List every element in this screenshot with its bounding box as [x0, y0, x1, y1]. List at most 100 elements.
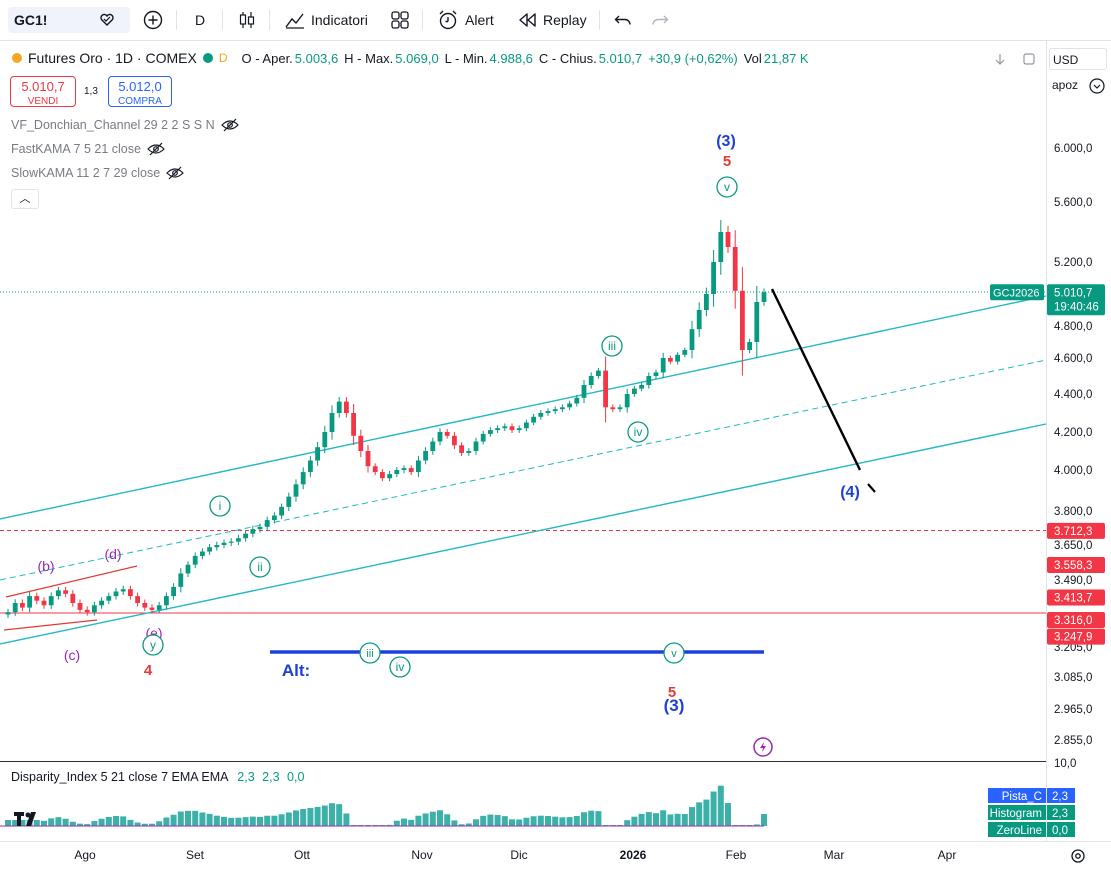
- add-symbol-button[interactable]: [142, 6, 164, 34]
- undo-button[interactable]: [613, 6, 633, 34]
- candle-body: [524, 422, 529, 429]
- low-value: 4.988,6: [489, 50, 533, 66]
- currency-select[interactable]: USD: [1049, 48, 1107, 70]
- wave-label: (3): [664, 696, 685, 715]
- candle-body: [646, 376, 652, 385]
- candle-body: [12, 602, 18, 613]
- histogram-bar: [509, 819, 515, 826]
- candle-body: [113, 591, 119, 597]
- candle-body: [380, 472, 385, 479]
- histogram-bar: [293, 810, 299, 826]
- wave-circle: [716, 176, 738, 198]
- time-tick-label: 2026: [620, 848, 647, 862]
- symbol-search[interactable]: GC1!: [8, 7, 130, 33]
- undo-icon: [614, 15, 631, 25]
- alert-label: Alert: [465, 12, 494, 28]
- candles-icon: [239, 12, 255, 28]
- histogram-bar: [653, 813, 659, 826]
- eye-crossed-icon[interactable]: [220, 118, 239, 132]
- subpane-title[interactable]: Disparity_Index 5 21 close 7 EMA EMA: [11, 770, 228, 784]
- wave-label: (d): [104, 546, 121, 562]
- candle-body: [610, 407, 616, 410]
- wave-label: ii: [257, 560, 262, 574]
- histogram-bar: [581, 812, 587, 826]
- histogram-bar: [185, 810, 191, 826]
- candle-body: [185, 564, 191, 574]
- candle-body: [63, 590, 68, 594]
- channel-middle: [0, 359, 1047, 581]
- histogram-bar: [271, 815, 278, 826]
- candle-body: [761, 292, 767, 302]
- candle-body: [617, 407, 623, 410]
- indicators-button[interactable]: Indicatori: [284, 6, 368, 34]
- wave-label: iv: [634, 425, 643, 439]
- chart-title[interactable]: Futures Oro · 1D · COMEX: [28, 50, 197, 66]
- eye-crossed-icon[interactable]: [147, 142, 165, 156]
- candle-body: [747, 342, 752, 350]
- indicator-donchian[interactable]: VF_Donchian_Channel 29 2 2 S S N: [11, 118, 239, 132]
- wave-label: iv: [396, 660, 405, 674]
- layouts-button[interactable]: [390, 6, 410, 34]
- indicator-slowkama[interactable]: SlowKAMA 11 2 7 29 close: [11, 166, 185, 180]
- download-icon[interactable]: [995, 54, 1005, 65]
- data-delay-badge: D: [218, 51, 228, 65]
- settings-gear-icon[interactable]: [1071, 849, 1085, 863]
- price-tick-label: 5.200,0: [1054, 257, 1092, 269]
- candle-body: [99, 600, 104, 606]
- histogram-bar: [753, 824, 760, 826]
- sell-button[interactable]: 5.010,7 VENDI: [10, 76, 76, 107]
- histogram-bar: [545, 815, 551, 826]
- candle-body: [639, 385, 644, 389]
- maximize-icon[interactable]: [1023, 53, 1035, 65]
- histogram-bar: [645, 812, 652, 826]
- price-label-text: 3.558,3: [1054, 560, 1092, 572]
- scale-mode[interactable]: apoz: [1052, 78, 1078, 92]
- histogram-bar: [177, 811, 184, 826]
- currency-value: USD: [1053, 53, 1079, 67]
- histogram-bar: [120, 816, 127, 826]
- histogram-bar: [228, 817, 235, 826]
- histogram-bar: [170, 814, 177, 826]
- histogram-bar: [343, 813, 350, 826]
- histogram-bar: [48, 818, 55, 826]
- scale-options-icon[interactable]: [1089, 78, 1105, 94]
- histogram-bar: [480, 815, 487, 826]
- separator: [222, 10, 223, 30]
- buy-button[interactable]: 5.012,0 COMPRA: [108, 76, 172, 107]
- triangle-upper-line: [5, 565, 138, 598]
- chart-canvas[interactable]: 2.855,0 2.965,0 3.085,0 3.205,0 3.316,0 3.490…: [0, 40, 1111, 870]
- candle-body: [293, 484, 299, 497]
- candle-body: [689, 329, 695, 350]
- top-toolbar: GC1! D Indicatori Alert Replay: [0, 0, 1111, 41]
- indicators-icon: [285, 13, 304, 29]
- histogram-bar: [69, 821, 76, 826]
- histogram-bar: [638, 813, 645, 826]
- wave-label: v: [671, 648, 677, 660]
- subpane-tick-label: 10,0: [1054, 758, 1076, 770]
- eye-crossed-icon[interactable]: [166, 166, 185, 180]
- histogram-bar: [5, 820, 11, 826]
- histogram-bar: [761, 814, 767, 826]
- countdown-text: 19:40:46: [1054, 301, 1099, 313]
- candles-group: [5, 220, 767, 618]
- lightning-icon[interactable]: [753, 737, 773, 757]
- heart-icon[interactable]: [99, 12, 115, 28]
- alert-button[interactable]: Alert: [437, 6, 494, 34]
- histogram-bar: [19, 820, 26, 826]
- interval-button[interactable]: D: [195, 6, 205, 34]
- indicator-fastkama[interactable]: FastKAMA 7 5 21 close: [11, 142, 165, 156]
- redo-button[interactable]: [650, 6, 670, 34]
- histogram-bar: [516, 819, 523, 826]
- candle-body: [711, 262, 716, 294]
- chart-type-button[interactable]: [237, 6, 257, 34]
- replay-button[interactable]: Replay: [517, 6, 587, 34]
- wave-label: i: [219, 499, 222, 513]
- collapse-legend-button[interactable]: ︿: [11, 189, 39, 209]
- histogram-bar: [55, 817, 62, 826]
- subpane-value-2: 2,3: [262, 770, 280, 784]
- chevron-up-icon: ︿: [19, 193, 31, 205]
- price-tick-label: 2.855,0: [1054, 735, 1092, 747]
- histogram-bar: [566, 817, 573, 826]
- histogram-bar: [127, 819, 134, 826]
- histogram-bar: [393, 820, 400, 826]
